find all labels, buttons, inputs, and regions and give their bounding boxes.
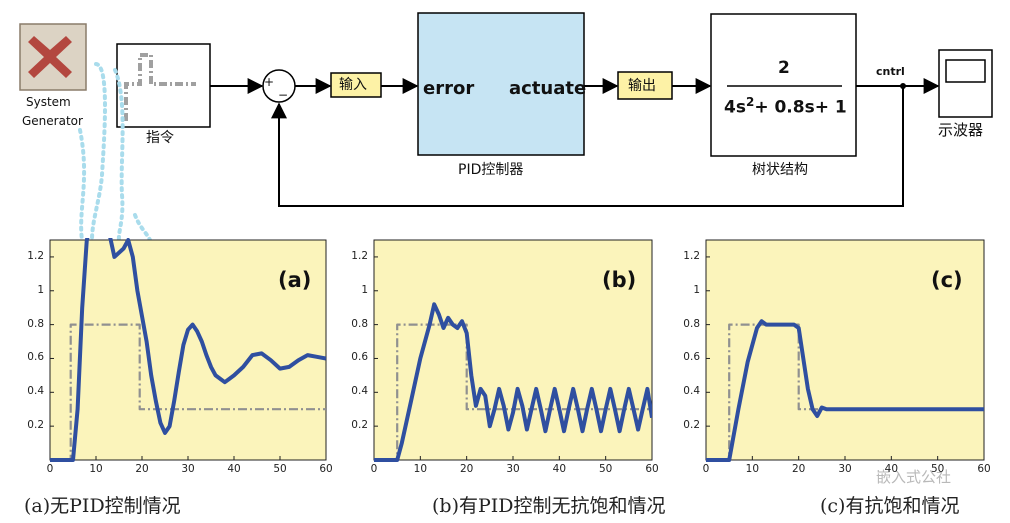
x-tick-label: 20: [135, 463, 149, 475]
output-tag-label: 输出: [628, 78, 656, 94]
y-tick-label: 0.2: [683, 419, 700, 432]
scope-block: [938, 49, 993, 118]
pid-error-port: error: [423, 78, 475, 99]
scope-label: 示波器: [938, 121, 984, 139]
sum-plus-sign: +: [264, 75, 275, 89]
plant-denominator: 4s2+ 0.8s+ 1: [724, 95, 847, 118]
signal-wires: [210, 78, 940, 207]
x-tick-label: 40: [884, 463, 899, 475]
x-tick-label: 30: [506, 463, 520, 475]
plot-a: [49, 238, 327, 462]
x-tick-label: 0: [702, 463, 710, 475]
x-tick-label: 60: [319, 463, 333, 475]
x-tick-label: 50: [930, 463, 945, 475]
x-tick-label: 50: [273, 463, 287, 475]
x-tick-label: 10: [89, 463, 103, 475]
pid-actuate-port: actuate: [509, 78, 587, 99]
caption-b: (b)有PID控制无抗饱和情况: [432, 495, 666, 517]
y-tick-label: 0.8: [683, 317, 700, 330]
x-tick-label: 40: [552, 463, 567, 475]
y-tick-label: 1.2: [683, 249, 700, 262]
x-tick-label: 50: [598, 463, 613, 475]
x-tick-label: 10: [745, 463, 760, 475]
x-tick-label: 10: [413, 463, 428, 475]
plant-label: 树状结构: [752, 162, 808, 178]
plot-background: [49, 239, 327, 461]
y-tick-label: 0.2: [27, 419, 44, 432]
watermark-text: 嵌入式公社: [876, 468, 952, 486]
y-tick-label: 0.4: [27, 385, 44, 398]
system-generator-label-line1: System: [26, 95, 71, 109]
pid-controller-block: [417, 12, 585, 156]
x-tick-label: 20: [791, 463, 806, 475]
command-signal-block: [116, 43, 211, 128]
y-tick-label: 0.6: [683, 351, 700, 364]
input-tag-label: 输入: [339, 77, 367, 93]
system-generator-logo: [19, 23, 87, 91]
leader-dotted-lines: [78, 62, 152, 242]
caption-c: (c)有抗饱和情况: [820, 495, 960, 517]
y-tick-label: 0.4: [683, 385, 700, 398]
plot-b: [373, 239, 653, 462]
x-tick-label: 40: [227, 463, 241, 475]
x-tick-label: 0: [46, 463, 54, 475]
command-block-label: 指令: [146, 130, 174, 146]
pid-controller-label: PID控制器: [458, 162, 524, 178]
y-tick-label: 0.6: [351, 351, 368, 364]
branch-point: [900, 83, 906, 89]
y-tick-label: 0.8: [27, 317, 44, 330]
plot-b-tag: (b): [602, 268, 637, 292]
x-tick-label: 0: [370, 463, 378, 475]
output-tag-box: [617, 71, 673, 100]
y-tick-label: 0.8: [351, 317, 368, 330]
x-tick-label: 30: [181, 463, 195, 475]
y-tick-label: 1: [693, 283, 700, 296]
caption-a: (a)无PID控制情况: [24, 495, 181, 517]
plot-a-tag: (a): [278, 268, 312, 292]
response-series-line: [50, 238, 326, 462]
x-tick-label: 60: [645, 463, 659, 475]
response-series-line: [374, 302, 652, 462]
plot-c: [705, 239, 985, 462]
plant-transfer-block: [710, 13, 857, 157]
y-tick-label: 0.6: [27, 351, 44, 364]
y-tick-label: 1.2: [351, 249, 368, 262]
response-series-line: [706, 319, 984, 462]
cntrl-signal-label: cntrl: [876, 65, 905, 78]
y-tick-label: 0.4: [351, 385, 368, 398]
plant-numerator: 2: [778, 58, 790, 78]
plot-background: [373, 239, 653, 461]
y-tick-label: 1.2: [27, 249, 44, 262]
y-tick-label: 1: [37, 283, 44, 296]
x-tick-label: 20: [459, 463, 474, 475]
plot-c-tag: (c): [931, 268, 963, 292]
x-tick-label: 30: [838, 463, 852, 475]
sum-minus-sign: −: [278, 88, 289, 102]
y-tick-label: 0.2: [351, 419, 368, 432]
y-tick-label: 1: [361, 283, 368, 296]
x-tick-label: 60: [977, 463, 991, 475]
system-generator-label-line2: Generator: [22, 114, 83, 128]
